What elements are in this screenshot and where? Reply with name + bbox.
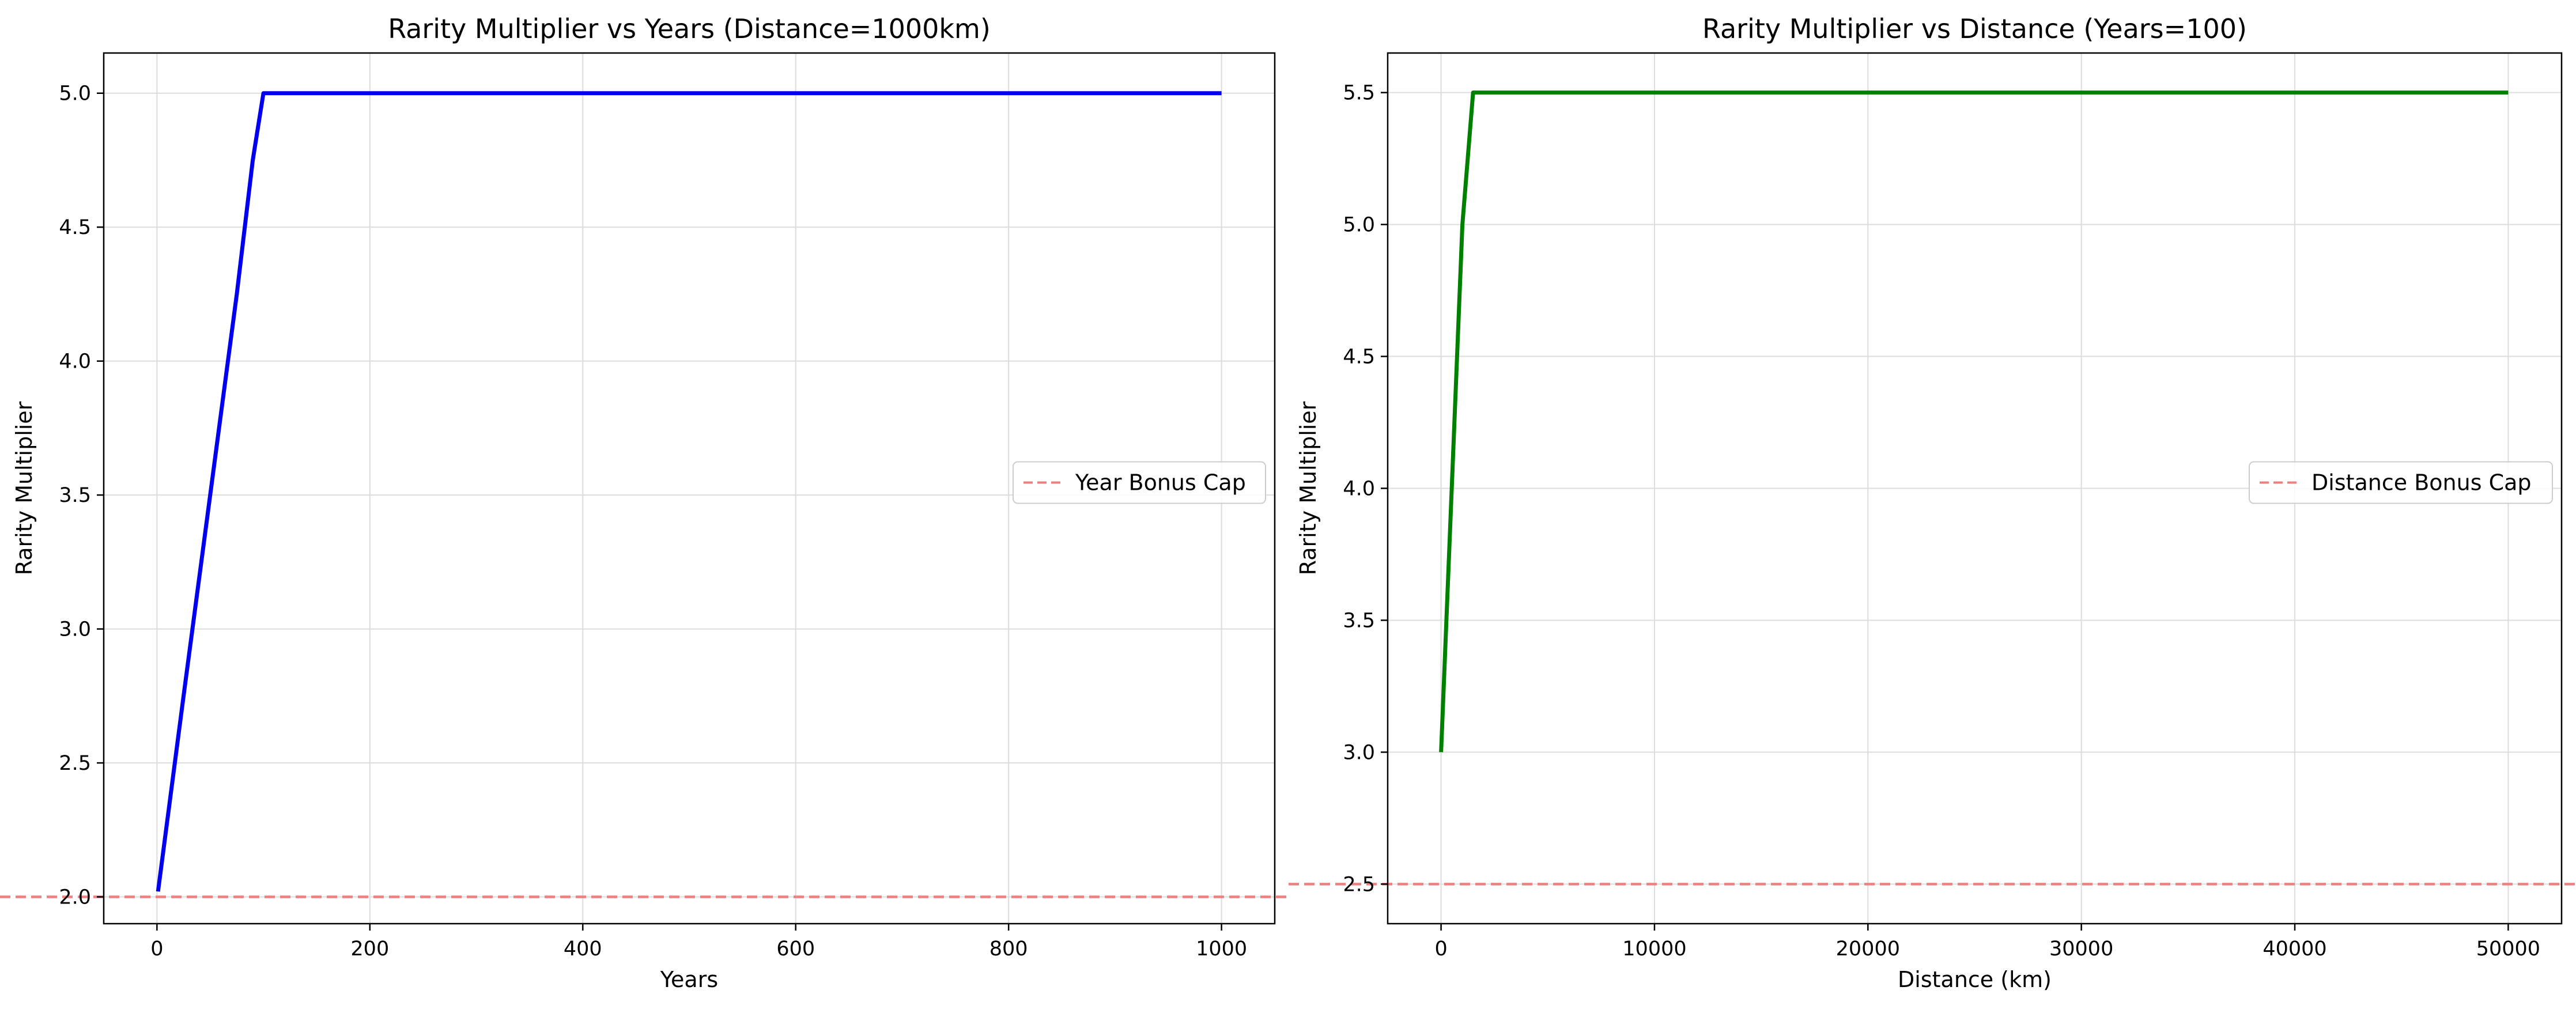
x-tick-label: 200: [350, 937, 389, 961]
chart-title-years: Rarity Multiplier vs Years (Distance=100…: [388, 13, 991, 44]
x-axis-label-distance: Distance (km): [1898, 967, 2052, 992]
y-tick-label: 2.5: [59, 752, 91, 775]
x-tick-label: 600: [776, 937, 815, 961]
y-tick-label: 3.0: [1343, 741, 1375, 764]
ticks-distance: 0 10000 20000 30000 40000 50000 2.5 3.0 3.5 4.0 4.…: [1343, 82, 2540, 961]
y-axis-label-distance: Rarity Multiplier: [1295, 401, 1321, 575]
plot-frame-years: [103, 52, 1276, 925]
legend-distance: Distance Bonus Cap: [2249, 461, 2553, 504]
y-tick-label: 3.0: [59, 618, 91, 641]
x-tick-label: 40000: [2263, 937, 2326, 961]
ticks-years: 0 200 400 600 800 1000 2.0 2.5 3.0 3.5 4.0 4.5 5.0: [59, 82, 1247, 961]
x-axis-label-years: Years: [660, 967, 718, 992]
x-tick-label: 10000: [1622, 937, 1686, 961]
series-line: [1439, 90, 2509, 753]
y-tick-label: 4.5: [59, 216, 91, 239]
x-tick-label: 50000: [2476, 937, 2540, 961]
x-tick-label: 1000: [1196, 937, 1247, 961]
y-tick-label: 4.0: [59, 350, 91, 373]
y-tick-label: 4.5: [1343, 346, 1375, 369]
y-tick-label: 5.5: [1343, 82, 1375, 105]
y-tick-label: 2.0: [59, 886, 91, 909]
series-years: [156, 91, 1222, 892]
x-tick-label: 800: [989, 937, 1028, 961]
y-tick-label: 5.0: [59, 82, 91, 105]
legend-label-year-bonus-cap: Year Bonus Cap: [1075, 470, 1246, 496]
x-tick-label: 0: [1434, 937, 1447, 961]
y-tick-label: 4.0: [1343, 478, 1375, 501]
chart-years: 0 200 400 600 800 1000 2.0 2.5 3.0 3.5 4.0 4.5 5.0 R…: [0, 13, 1289, 992]
chart-title-distance: Rarity Multiplier vs Distance (Years=100…: [1702, 13, 2247, 44]
legend-box-years: [1013, 461, 1266, 504]
x-tick-label: 0: [150, 937, 163, 961]
y-tick-label: 3.5: [59, 484, 91, 507]
y-tick-label: 2.5: [1343, 873, 1375, 896]
y-tick-label: 5.0: [1343, 214, 1375, 237]
legend-years: Year Bonus Cap: [1013, 461, 1266, 504]
x-tick-label: 30000: [2049, 937, 2113, 961]
series-line: [156, 91, 1222, 892]
series-distance: [1439, 90, 2509, 753]
y-axis-label-years: Rarity Multiplier: [12, 401, 37, 575]
x-tick-label: 20000: [1836, 937, 1900, 961]
chart-distance: 0 10000 20000 30000 40000 50000 2.5 3.0 3.5 4.0 4.…: [1289, 13, 2576, 992]
y-tick-label: 3.5: [1343, 609, 1375, 632]
legend-box-distance: [2249, 461, 2553, 504]
legend-label-distance-bonus-cap: Distance Bonus Cap: [2311, 470, 2532, 496]
x-tick-label: 400: [564, 937, 602, 961]
